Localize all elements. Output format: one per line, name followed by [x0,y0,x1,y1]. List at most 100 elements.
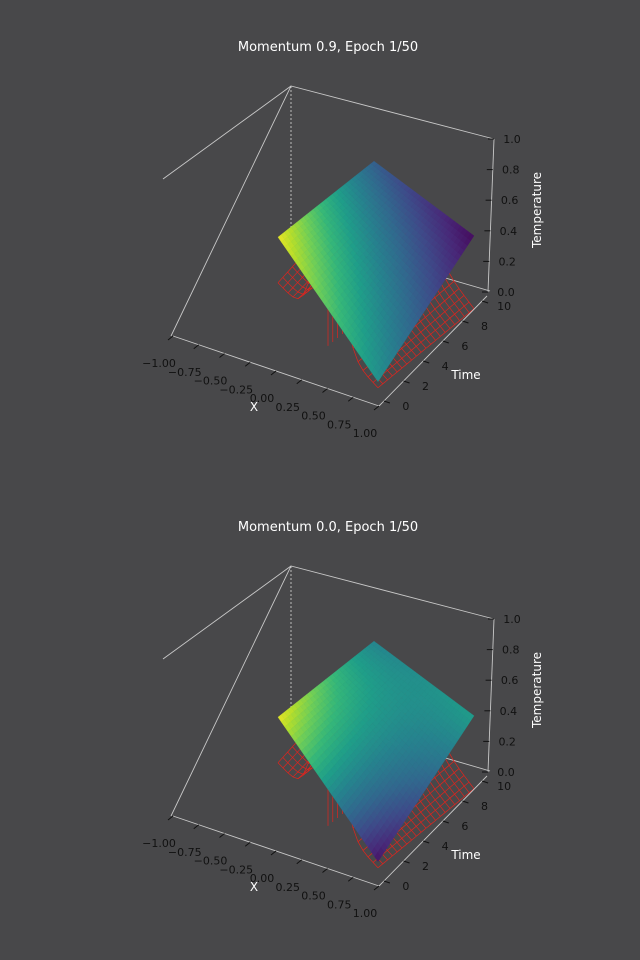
time-tick-label: 6 [461,340,468,353]
x-axis: −1.00−0.75−0.50−0.250.000.250.500.751.00… [142,335,380,440]
time-tick-label: 10 [497,300,511,313]
wireframe-line [377,788,475,869]
time-tick-mark [383,400,391,404]
wireframe-line [377,308,475,389]
wireframe-line [372,781,470,863]
x-tick-mark [347,876,354,882]
chart-panel-1: Momentum 0.9, Epoch 1/50 −1.00−0.75−0.50−… [142,40,544,440]
x-tick-label: 0.25 [276,401,301,414]
x-tick-label: 1.00 [353,907,378,920]
surface-series [277,160,475,383]
x-tick-label: 0.50 [301,890,326,903]
x-tick-mark [322,388,328,393]
surface-series [277,640,475,863]
temperature-tick-label: 1.0 [503,613,521,626]
x-tick-label: −0.75 [168,366,202,379]
x-tick-mark [193,344,200,350]
axis-pane-edge [162,565,292,660]
x-tick-label: −1.00 [142,837,176,850]
temperature-tick-label: 0.2 [498,735,516,748]
chart-panel-2: Momentum 0.0, Epoch 1/50 −1.00−0.75−0.50−… [142,520,544,920]
temperature-axis: 0.0 0.2 0.4 0.6 0.8 1.0 Temperature [482,613,544,779]
x-tick-mark [219,353,225,358]
x-tick-mark [296,379,303,385]
time-tick-label: 10 [497,780,511,793]
time-axis-label: Time [450,848,480,862]
x-tick-label: −0.50 [194,375,228,388]
time-tick-label: 2 [422,380,429,393]
temperature-tick-label: 0.0 [497,766,515,779]
x-tick-label: 0.00 [250,872,275,885]
x-tick-label: 0.50 [301,410,326,423]
time-tick-label: 4 [442,360,449,373]
time-tick-mark [383,880,391,884]
time-tick-label: 0 [402,400,409,413]
temperature-tick-label: 0.8 [502,644,520,657]
time-tick-mark [403,380,410,384]
x-tick-label: 1.00 [353,427,378,440]
temperature-tick-label: 0.6 [501,674,519,687]
time-axis-line [378,775,488,887]
x-tick-label: 0.00 [250,392,275,405]
time-tick-label: 2 [422,860,429,873]
temperature-tick-label: 1.0 [503,133,521,146]
time-tick-label: 6 [461,820,468,833]
time-tick-label: 0 [402,880,409,893]
time-tick-label: 8 [481,800,488,813]
x-axis-label: X [250,880,258,894]
chart-title: Momentum 0.0, Epoch 1/50 [238,520,418,535]
time-axis-label: Time [450,368,480,382]
time-tick-mark [403,860,410,864]
time-tick-mark [423,360,430,364]
x-tick-label: −0.25 [219,863,253,876]
time-tick-label: 8 [481,320,488,333]
x-tick-mark [270,850,277,856]
x-tick-mark [219,833,225,838]
chart-title: Momentum 0.9, Epoch 1/50 [238,40,418,55]
temperature-tick-label: 0.2 [498,255,516,268]
time-tick-mark [481,300,489,304]
temperature-tick-label: 0.4 [500,705,518,718]
time-tick-mark [481,780,489,784]
surface-patch [467,233,475,241]
x-tick-label: −0.25 [219,383,253,396]
temperature-tick-label: 0.0 [497,286,515,299]
temperature-axis-line [487,138,495,293]
x-tick-mark [244,361,251,367]
x-tick-mark [167,815,174,821]
temperature-axis: 0.0 0.2 0.4 0.6 0.8 1.0 Temperature [482,133,544,299]
temperature-tick-label: 0.8 [502,164,520,177]
time-tick-mark [462,320,469,324]
x-tick-mark [296,859,303,865]
x-tick-label: 0.75 [327,418,352,431]
axis-pane-edge [162,85,292,180]
temperature-tick-label: 0.4 [500,225,518,238]
time-axis-line [378,295,488,407]
x-tick-mark [167,335,174,341]
temperature-tick-label: 0.6 [501,194,519,207]
temperature-axis-label: Temperature [530,652,544,729]
wireframe-line [372,301,470,383]
x-tick-mark [373,405,380,411]
temperature-axis-label: Temperature [530,172,544,249]
time-tick-mark [462,800,469,804]
x-tick-mark [244,841,251,847]
x-tick-mark [193,824,200,830]
x-tick-mark [270,370,277,376]
x-tick-mark [347,396,354,402]
time-tick-label: 4 [442,840,449,853]
x-tick-label: −0.50 [194,855,228,868]
x-axis: −1.00−0.75−0.50−0.250.000.250.500.751.00… [142,815,380,920]
time-tick-mark [442,820,449,824]
x-tick-label: −1.00 [142,357,176,370]
time-tick-mark [423,840,430,844]
surface-patch [467,713,475,721]
x-axis-label: X [250,400,258,414]
x-tick-label: 0.25 [276,881,301,894]
x-tick-mark [373,885,380,891]
time-tick-mark [442,340,449,344]
x-tick-mark [322,868,328,873]
